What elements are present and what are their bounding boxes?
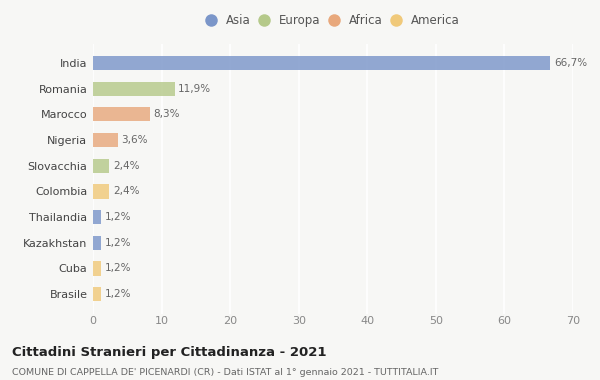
Text: 1,2%: 1,2% [104, 238, 131, 248]
Text: 3,6%: 3,6% [121, 135, 148, 145]
Text: 2,4%: 2,4% [113, 187, 139, 196]
Text: 8,3%: 8,3% [154, 109, 180, 119]
Bar [93, 159, 109, 173]
Bar [93, 133, 118, 147]
Text: 1,2%: 1,2% [104, 212, 131, 222]
Bar [93, 107, 150, 122]
Text: 11,9%: 11,9% [178, 84, 211, 94]
Bar [93, 236, 101, 250]
Bar [93, 184, 109, 198]
Bar [93, 261, 101, 276]
Text: 1,2%: 1,2% [104, 263, 131, 274]
Text: 1,2%: 1,2% [104, 289, 131, 299]
Text: 66,7%: 66,7% [554, 58, 587, 68]
Bar [93, 287, 101, 301]
Text: Cittadini Stranieri per Cittadinanza - 2021: Cittadini Stranieri per Cittadinanza - 2… [12, 346, 326, 359]
Bar [93, 82, 175, 96]
Bar [93, 210, 101, 224]
Text: COMUNE DI CAPPELLA DE' PICENARDI (CR) - Dati ISTAT al 1° gennaio 2021 - TUTTITAL: COMUNE DI CAPPELLA DE' PICENARDI (CR) - … [12, 368, 439, 377]
Text: 2,4%: 2,4% [113, 161, 139, 171]
Legend: Asia, Europa, Africa, America: Asia, Europa, Africa, America [205, 12, 461, 30]
Bar [93, 56, 550, 70]
